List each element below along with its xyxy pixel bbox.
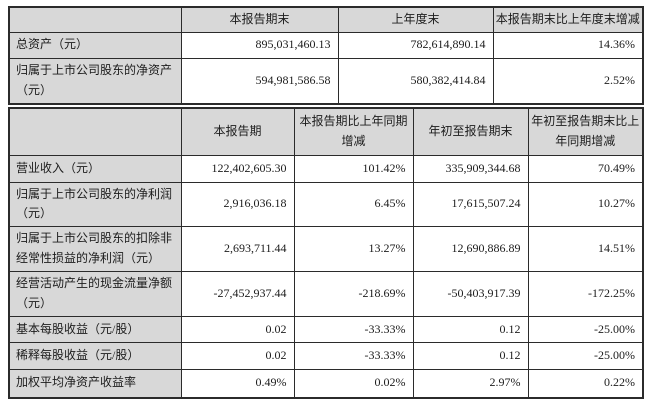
value-cell: 12,690,886.89 <box>412 226 529 273</box>
value-cell: -33.33% <box>293 316 414 344</box>
value-cell: -218.69% <box>293 271 414 318</box>
row-label-total-assets: 总资产（元） <box>8 31 182 59</box>
header-year-to-date: 年初至报告期末 <box>412 107 529 156</box>
value-cell: 2.97% <box>412 369 529 399</box>
value-cell: -50,403,917.39 <box>412 271 529 318</box>
value-cell: -172.25% <box>527 271 644 318</box>
row-label-operating-cash-flow: 经营活动产生的现金流量净额（元） <box>8 271 182 318</box>
value-cell: -25.00% <box>527 316 644 344</box>
value-cell: 6.45% <box>293 181 414 228</box>
value-cell: 14.51% <box>527 226 644 273</box>
value-cell: 0.22% <box>527 369 644 399</box>
table-row-diluted-eps: 稀释每股收益（元/股） 0.02 -33.33% 0.12 -25.00% <box>8 342 644 371</box>
value-cell: 0.12 <box>412 342 529 371</box>
value-cell: -33.33% <box>293 342 414 371</box>
value-cell: 101.42% <box>293 154 414 183</box>
value-cell: 2,916,036.18 <box>180 181 295 228</box>
table-row-total-assets: 总资产（元） 895,031,460.13 782,614,890.14 14.… <box>8 31 644 59</box>
value-cell: 2.52% <box>492 57 644 105</box>
value-cell: 0.02 <box>180 342 295 371</box>
value-cell: -27,452,937.44 <box>180 271 295 318</box>
value-cell: 782,614,890.14 <box>337 31 494 59</box>
table-row-net-profit: 归属于上市公司股东的净利润（元） 2,916,036.18 6.45% 17,6… <box>8 181 644 228</box>
header-prior-year-end: 上年度末 <box>337 6 494 33</box>
value-cell: 0.02% <box>293 369 414 399</box>
table-row-weighted-average-roe: 加权平均净资产收益率 0.49% 0.02% 2.97% 0.22% <box>8 369 644 399</box>
table-header-row: 本报告期 本报告期比上年同期增减 年初至报告期末 年初至报告期末比上年同期增减 <box>8 107 644 156</box>
value-cell: 895,031,460.13 <box>180 31 339 59</box>
value-cell: 70.49% <box>527 154 644 183</box>
table-header-row: 本报告期末 上年度末 本报告期末比上年度末增减 <box>8 6 644 33</box>
value-cell: 580,382,414.84 <box>337 57 494 105</box>
value-cell: 2,693,711.44 <box>180 226 295 273</box>
table-row-net-assets: 归属于上市公司股东的净资产（元） 594,981,586.58 580,382,… <box>8 57 644 105</box>
row-label-net-assets: 归属于上市公司股东的净资产（元） <box>8 57 182 105</box>
value-cell: -25.00% <box>527 342 644 371</box>
value-cell: 594,981,586.58 <box>180 57 339 105</box>
row-label-weighted-average-roe: 加权平均净资产收益率 <box>8 369 182 399</box>
value-cell: 10.27% <box>527 181 644 228</box>
reporting-period-summary-table: 本报告期 本报告期比上年同期增减 年初至报告期末 年初至报告期末比上年同期增减 … <box>8 107 644 399</box>
value-cell: 0.12 <box>412 316 529 344</box>
value-cell: 122,402,605.30 <box>180 154 295 183</box>
value-cell: 14.36% <box>492 31 644 59</box>
header-current-period-end: 本报告期末 <box>180 6 339 33</box>
value-cell: 335,909,344.68 <box>412 154 529 183</box>
row-label-net-profit: 归属于上市公司股东的净利润（元） <box>8 181 182 228</box>
value-cell: 13.27% <box>293 226 414 273</box>
row-label-deducted-net-profit: 归属于上市公司股东的扣除非经常性损益的净利润（元） <box>8 226 182 273</box>
header-ytd-change-vs-prior: 年初至报告期末比上年同期增减 <box>527 107 644 156</box>
header-change-vs-prior-year-end: 本报告期末比上年度末增减 <box>492 6 644 33</box>
table-row-basic-eps: 基本每股收益（元/股） 0.02 -33.33% 0.12 -25.00% <box>8 316 644 344</box>
row-label-diluted-eps: 稀释每股收益（元/股） <box>8 342 182 371</box>
table-row-revenue: 营业收入（元） 122,402,605.30 101.42% 335,909,3… <box>8 154 644 183</box>
value-cell: 0.49% <box>180 369 295 399</box>
table-row-deducted-net-profit: 归属于上市公司股东的扣除非经常性损益的净利润（元） 2,693,711.44 1… <box>8 226 644 273</box>
header-current-period: 本报告期 <box>180 107 295 156</box>
value-cell: 17,615,507.24 <box>412 181 529 228</box>
header-change-vs-prior-period: 本报告期比上年同期增减 <box>293 107 414 156</box>
table-row-operating-cash-flow: 经营活动产生的现金流量净额（元） -27,452,937.44 -218.69%… <box>8 271 644 318</box>
value-cell: 0.02 <box>180 316 295 344</box>
header-blank-cell <box>8 6 182 33</box>
row-label-revenue: 营业收入（元） <box>8 154 182 183</box>
header-blank-cell <box>8 107 182 156</box>
row-label-basic-eps: 基本每股收益（元/股） <box>8 316 182 344</box>
period-end-summary-table: 本报告期末 上年度末 本报告期末比上年度末增减 总资产（元） 895,031,4… <box>8 6 644 106</box>
